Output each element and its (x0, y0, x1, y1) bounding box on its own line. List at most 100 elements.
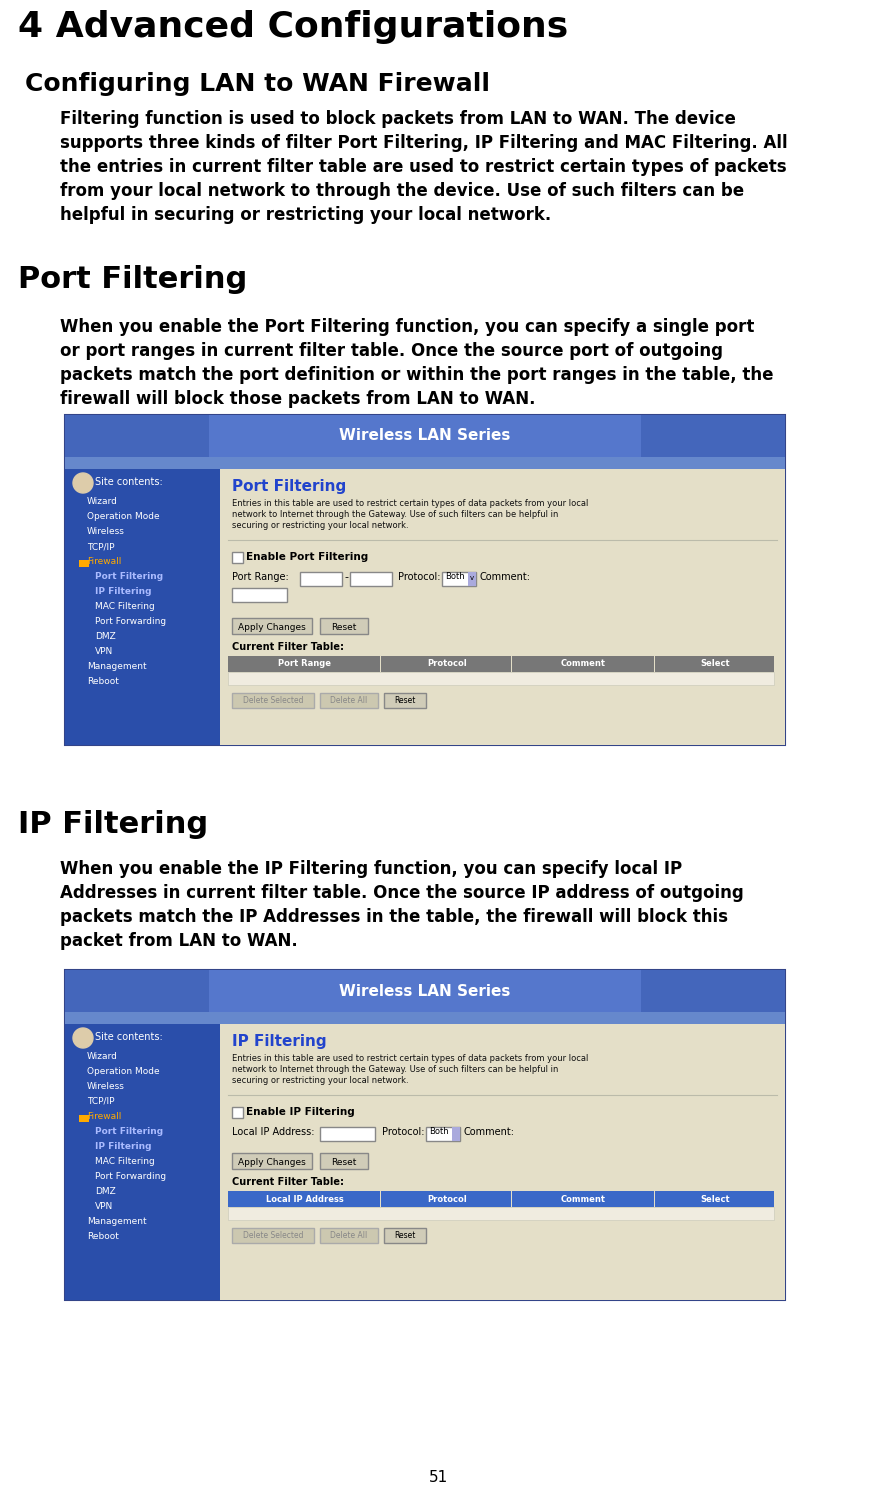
Bar (79, 1115, 89, 1122)
Bar (209, 970, 641, 1012)
Bar (209, 416, 641, 457)
Text: Reset: Reset (395, 1231, 416, 1240)
Bar (65, 416, 785, 457)
Text: IP Filtering: IP Filtering (95, 1141, 152, 1150)
Text: packet from LAN to WAN.: packet from LAN to WAN. (60, 933, 298, 951)
Text: Apply Changes: Apply Changes (239, 623, 306, 632)
Text: Current Filter Table:: Current Filter Table: (232, 1177, 344, 1188)
Bar (442, 572, 476, 586)
Text: Port Filtering: Port Filtering (232, 478, 346, 495)
Text: Wizard: Wizard (87, 1052, 118, 1061)
Text: Reset: Reset (332, 623, 357, 632)
Text: Management: Management (87, 1217, 146, 1226)
Text: Comment:: Comment: (464, 1126, 515, 1137)
Bar (232, 693, 314, 708)
Text: the entries in current filter table are used to restrict certain types of packet: the entries in current filter table are … (60, 158, 787, 176)
Bar (228, 1191, 380, 1207)
Text: Wireless: Wireless (87, 1082, 125, 1091)
Text: Delete Selected: Delete Selected (243, 696, 303, 705)
Bar (381, 656, 511, 672)
Text: VPN: VPN (95, 647, 113, 656)
Bar (468, 572, 476, 586)
Text: Operation Mode: Operation Mode (87, 1067, 160, 1076)
Text: Firewall: Firewall (87, 557, 121, 566)
Text: Management: Management (87, 662, 146, 671)
Text: Wireless LAN Series: Wireless LAN Series (339, 429, 510, 444)
Text: network to Internet through the Gateway. Use of such filters can be helpful in: network to Internet through the Gateway.… (232, 1065, 559, 1074)
Bar (320, 1228, 378, 1243)
Text: Apply Changes: Apply Changes (239, 1158, 306, 1167)
Text: network to Internet through the Gateway. Use of such filters can be helpful in: network to Internet through the Gateway.… (232, 510, 559, 519)
Text: Protocol:: Protocol: (382, 1126, 424, 1137)
Bar (79, 560, 89, 568)
Circle shape (73, 472, 93, 493)
Text: Port Forwarding: Port Forwarding (95, 1173, 166, 1182)
Text: TCP/IP: TCP/IP (87, 1097, 115, 1106)
Text: 51: 51 (429, 1471, 448, 1486)
Bar (65, 1024, 220, 1299)
Text: Port Filtering: Port Filtering (18, 265, 247, 294)
Text: Filtering function is used to block packets from LAN to WAN. The device: Filtering function is used to block pack… (60, 110, 736, 128)
Text: IP Filtering: IP Filtering (18, 811, 208, 839)
Bar (384, 1228, 426, 1243)
Text: Protocol: Protocol (427, 1195, 467, 1204)
Bar (320, 1126, 375, 1141)
Text: Protocol: Protocol (427, 660, 467, 669)
Text: Enable IP Filtering: Enable IP Filtering (246, 1107, 355, 1118)
Bar (452, 1126, 460, 1141)
Text: MAC Filtering: MAC Filtering (95, 1158, 154, 1167)
Text: Wizard: Wizard (87, 498, 118, 507)
Text: Current Filter Table:: Current Filter Table: (232, 642, 344, 653)
Text: Site contents:: Site contents: (95, 477, 163, 487)
Bar (512, 1191, 653, 1207)
Text: DMZ: DMZ (95, 632, 116, 641)
Bar (220, 469, 785, 745)
Text: IP Filtering: IP Filtering (232, 1034, 326, 1049)
Text: Site contents:: Site contents: (95, 1033, 163, 1042)
Text: Port Filtering: Port Filtering (95, 1126, 163, 1135)
Text: securing or restricting your local network.: securing or restricting your local netwo… (232, 522, 409, 530)
Text: Select: Select (700, 660, 730, 669)
Text: Local IP Address: Local IP Address (266, 1195, 344, 1204)
Bar (228, 1207, 774, 1220)
Text: packets match the port definition or within the port ranges in the table, the: packets match the port definition or wit… (60, 367, 774, 384)
Text: TCP/IP: TCP/IP (87, 542, 115, 551)
Text: When you enable the IP Filtering function, you can specify local IP: When you enable the IP Filtering functio… (60, 860, 682, 878)
Text: Configuring LAN to WAN Firewall: Configuring LAN to WAN Firewall (25, 72, 490, 95)
Text: securing or restricting your local network.: securing or restricting your local netwo… (232, 1076, 409, 1085)
Bar (300, 572, 342, 586)
Bar (65, 416, 785, 745)
Bar (381, 1191, 511, 1207)
Bar (232, 1107, 243, 1118)
Text: Reset: Reset (332, 1158, 357, 1167)
Circle shape (73, 1028, 93, 1047)
FancyBboxPatch shape (320, 1153, 368, 1170)
Text: Both: Both (445, 572, 465, 581)
Bar (232, 589, 287, 602)
Bar (228, 656, 380, 672)
Text: Reboot: Reboot (87, 1232, 119, 1241)
FancyBboxPatch shape (232, 618, 312, 635)
Bar (426, 1126, 460, 1141)
FancyBboxPatch shape (232, 1153, 312, 1170)
Text: Firewall: Firewall (87, 1112, 121, 1120)
Text: Port Range:: Port Range: (232, 572, 289, 583)
Text: Reset: Reset (395, 696, 416, 705)
Text: Addresses in current filter table. Once the source IP address of outgoing: Addresses in current filter table. Once … (60, 884, 744, 901)
Bar (654, 656, 774, 672)
Text: helpful in securing or restricting your local network.: helpful in securing or restricting your … (60, 206, 552, 223)
Text: Both: Both (429, 1126, 449, 1135)
Text: MAC Filtering: MAC Filtering (95, 602, 154, 611)
Text: Delete Selected: Delete Selected (243, 1231, 303, 1240)
Text: VPN: VPN (95, 1202, 113, 1211)
Text: Delete All: Delete All (331, 696, 367, 705)
Text: Protocol:: Protocol: (398, 572, 440, 583)
Text: Operation Mode: Operation Mode (87, 513, 160, 522)
Text: Local IP Address:: Local IP Address: (232, 1126, 315, 1137)
Bar (320, 693, 378, 708)
Text: supports three kinds of filter Port Filtering, IP Filtering and MAC Filtering. A: supports three kinds of filter Port Filt… (60, 134, 788, 152)
Bar (228, 672, 774, 685)
Bar (350, 572, 392, 586)
Text: IP Filtering: IP Filtering (95, 587, 152, 596)
Text: v: v (470, 575, 474, 581)
